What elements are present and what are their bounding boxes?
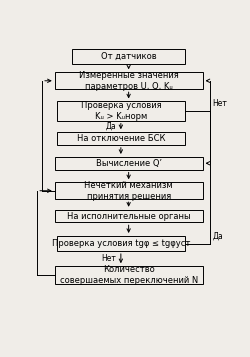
- Text: Количество
совершаемых переключений N: Количество совершаемых переключений N: [59, 265, 197, 285]
- Text: Проверка условия tgφ ≤ tgφуст: Проверка условия tgφ ≤ tgφуст: [52, 239, 189, 248]
- Text: От датчиков: От датчиков: [100, 52, 156, 61]
- FancyBboxPatch shape: [54, 266, 202, 284]
- Text: Да: Да: [105, 122, 116, 131]
- Text: Проверка условия
Kᵤ > Kᵤнорм: Проверка условия Kᵤ > Kᵤнорм: [80, 101, 160, 121]
- Text: Нечеткий механизм
принятия решения: Нечеткий механизм принятия решения: [84, 181, 172, 201]
- Text: Да: Да: [212, 232, 222, 241]
- Text: Вычисление Q’: Вычисление Q’: [95, 159, 161, 168]
- Text: На отключение БСК: На отключение БСК: [76, 134, 164, 143]
- FancyBboxPatch shape: [54, 210, 202, 222]
- FancyBboxPatch shape: [54, 72, 202, 89]
- Text: На исполнительные органы: На исполнительные органы: [66, 211, 190, 221]
- FancyBboxPatch shape: [56, 101, 184, 121]
- FancyBboxPatch shape: [54, 182, 202, 199]
- Text: Нет: Нет: [101, 254, 116, 263]
- FancyBboxPatch shape: [54, 157, 202, 170]
- FancyBboxPatch shape: [56, 132, 184, 145]
- Text: Измеренные значения
параметров U, Q, Kᵤ: Измеренные значения параметров U, Q, Kᵤ: [78, 71, 178, 91]
- FancyBboxPatch shape: [72, 49, 184, 64]
- FancyBboxPatch shape: [56, 236, 184, 251]
- Text: Нет: Нет: [212, 99, 226, 108]
